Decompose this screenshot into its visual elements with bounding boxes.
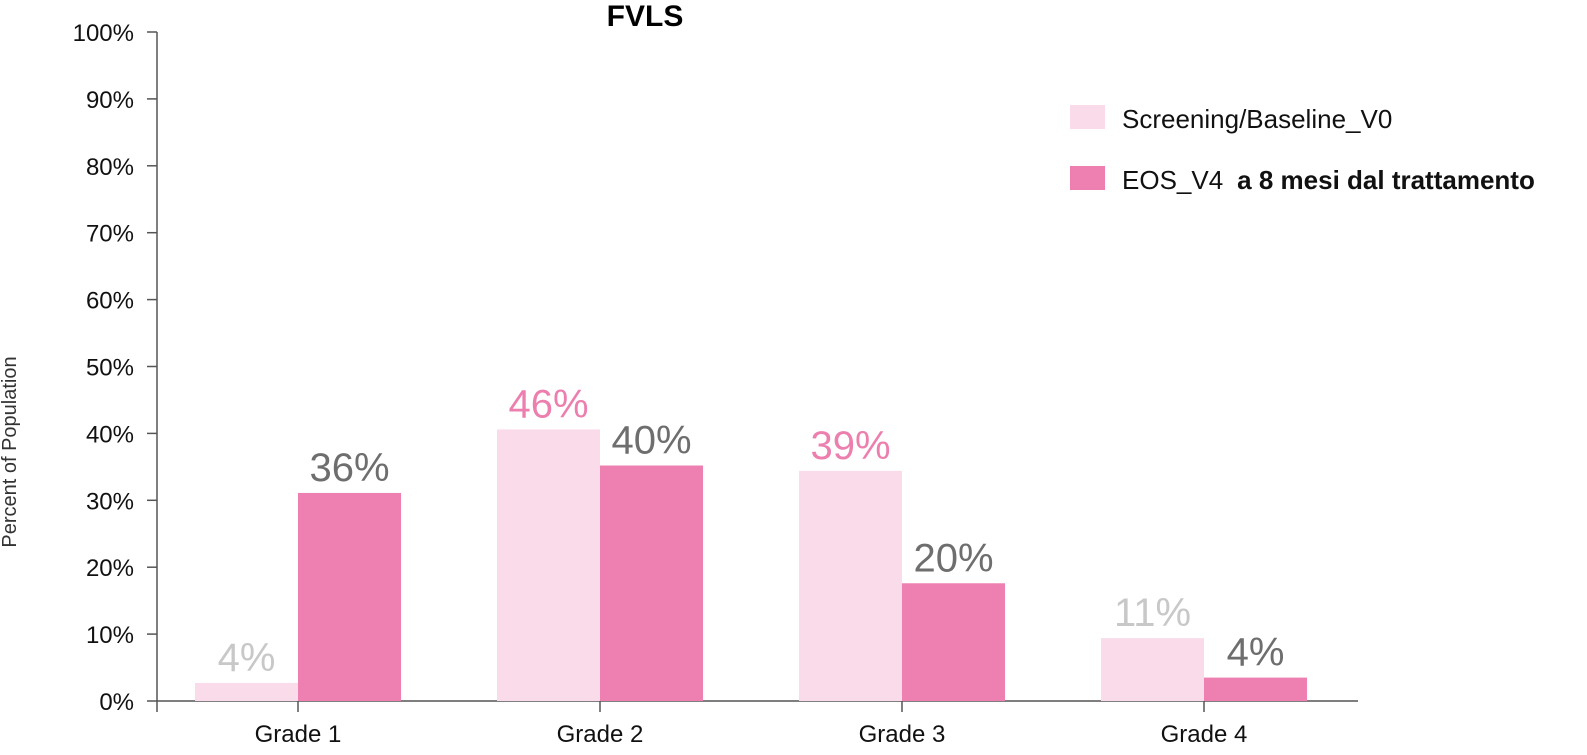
data-label-screening-3: 39% bbox=[810, 424, 890, 468]
y-tick-label: 70% bbox=[86, 221, 134, 248]
bar-eos-4 bbox=[1204, 677, 1307, 701]
data-label-screening-4: 11% bbox=[1114, 591, 1191, 635]
bar-screening-1 bbox=[195, 682, 298, 701]
legend-swatch-eos bbox=[1070, 166, 1105, 190]
y-tick-label: 50% bbox=[86, 355, 134, 382]
data-label-eos-4: 4% bbox=[1227, 631, 1285, 675]
y-tick-label: 10% bbox=[86, 622, 134, 649]
data-label-screening-2: 46% bbox=[508, 382, 588, 426]
x-tick-label: Grade 1 bbox=[255, 721, 342, 748]
data-label-eos-3: 20% bbox=[913, 536, 993, 580]
data-label-screening-1: 4% bbox=[218, 636, 276, 680]
y-axis-title: Percent of Population bbox=[0, 356, 21, 547]
data-label-eos-1: 36% bbox=[309, 446, 389, 490]
x-axis: Grade 1 Grade 2 Grade 3 Grade 4 bbox=[157, 700, 1358, 748]
bars bbox=[195, 429, 1307, 701]
x-tick-label: Grade 4 bbox=[1161, 721, 1248, 748]
y-tick-label: 0% bbox=[99, 689, 134, 716]
y-tick-label: 100% bbox=[73, 20, 134, 47]
legend: Screening/Baseline_V0 EOS_V4 a 8 mesi dal… bbox=[1070, 104, 1535, 195]
y-tick-label: 30% bbox=[86, 488, 134, 515]
bar-screening-3 bbox=[799, 470, 902, 701]
x-tick-label: Grade 2 bbox=[557, 721, 644, 748]
y-axis: 0% 10% 20% 30% 40% 50% 60% 70% 80% 90% 100% bbox=[73, 20, 158, 716]
bar-screening-4 bbox=[1101, 638, 1204, 701]
y-tick-label: 80% bbox=[86, 154, 134, 181]
bar-eos-2 bbox=[600, 465, 703, 701]
legend-label-eos-part2: a 8 mesi dal trattamento bbox=[1237, 165, 1535, 195]
y-tick-label: 90% bbox=[86, 87, 134, 114]
legend-label-eos: EOS_V4 a 8 mesi dal trattamento bbox=[1122, 165, 1535, 195]
bar-eos-3 bbox=[902, 583, 1005, 701]
legend-label-eos-part1: EOS_V4 bbox=[1122, 165, 1223, 195]
chart-title: FVLS bbox=[607, 0, 684, 33]
y-tick-label: 40% bbox=[86, 421, 134, 448]
y-tick-label: 20% bbox=[86, 555, 134, 582]
data-label-eos-2: 40% bbox=[611, 419, 691, 463]
y-tick-label: 60% bbox=[86, 288, 134, 315]
x-tick-label: Grade 3 bbox=[859, 721, 946, 748]
bar-screening-2 bbox=[497, 429, 600, 701]
legend-label-screening: Screening/Baseline_V0 bbox=[1122, 104, 1392, 134]
legend-swatch-screening bbox=[1070, 105, 1105, 129]
bar-eos-1 bbox=[298, 492, 401, 701]
data-labels: 4% 46% 39% 11% 36% 40% 20% 4% bbox=[218, 382, 1285, 680]
